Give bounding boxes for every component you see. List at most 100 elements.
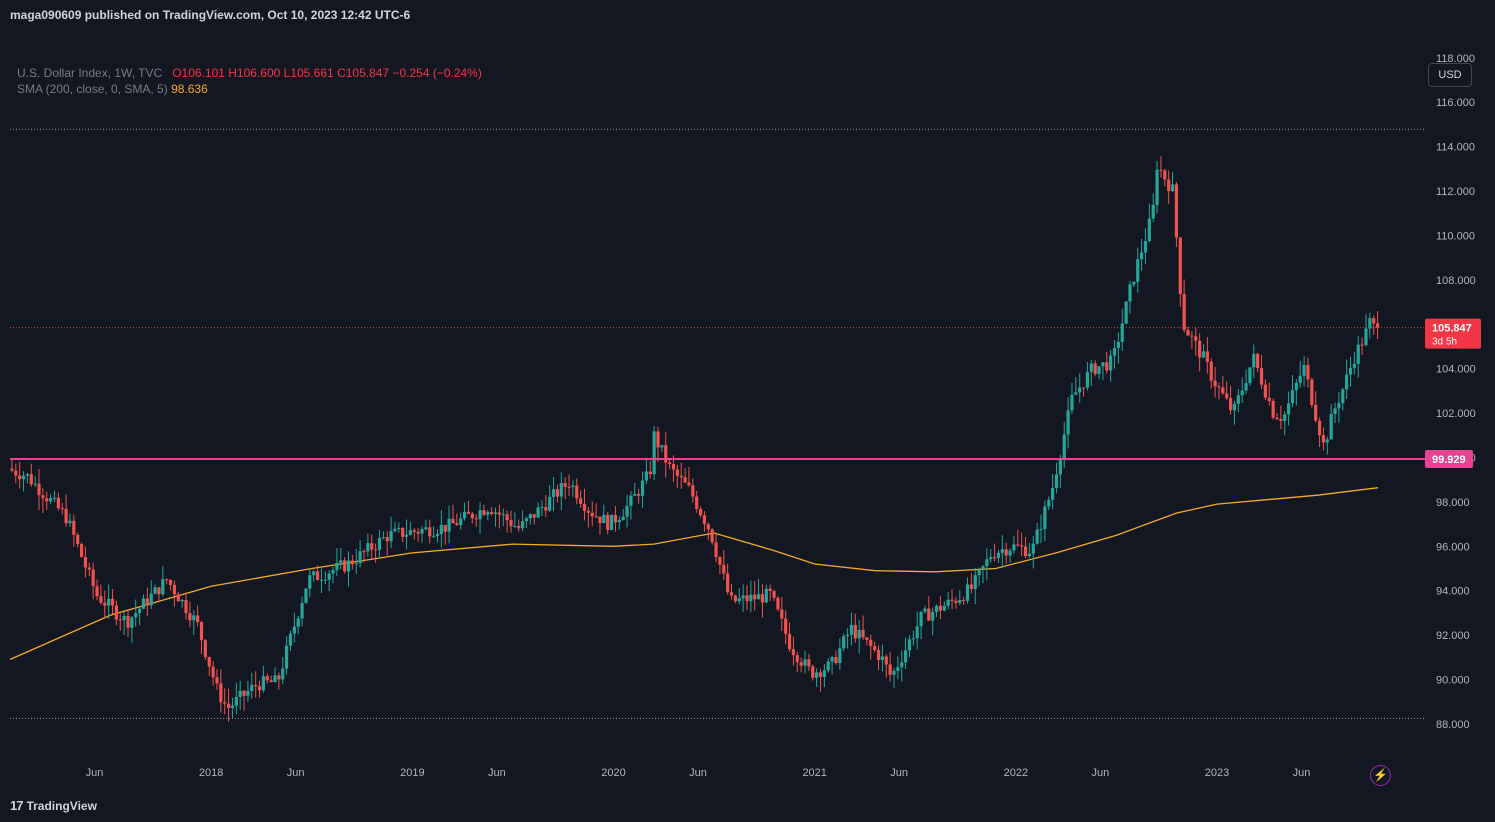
candle-body bbox=[1178, 237, 1182, 295]
candle-body bbox=[861, 629, 865, 638]
candle-body bbox=[1228, 398, 1233, 411]
candle-body bbox=[760, 594, 765, 603]
candle-body bbox=[443, 524, 447, 532]
candle-body bbox=[1074, 392, 1078, 395]
candle-body bbox=[215, 677, 219, 684]
current-price-tag bbox=[1425, 318, 1481, 349]
support-level-label: 99.929 bbox=[1432, 454, 1466, 466]
candle-body bbox=[83, 556, 88, 568]
candle-body bbox=[1314, 404, 1318, 421]
candle-body bbox=[1356, 344, 1360, 364]
candle-body bbox=[1375, 323, 1380, 328]
candle-body bbox=[544, 507, 548, 511]
candle-body bbox=[1275, 417, 1279, 420]
candle-body bbox=[718, 557, 722, 565]
candle-body bbox=[157, 587, 161, 595]
candle-body bbox=[617, 520, 621, 523]
candle-body bbox=[741, 595, 745, 599]
candle-body bbox=[1182, 294, 1186, 330]
candle-body bbox=[644, 471, 649, 481]
candle-body bbox=[985, 559, 989, 567]
price-axis bbox=[1425, 30, 1495, 790]
candle-body bbox=[772, 590, 776, 598]
candle-body bbox=[242, 690, 246, 696]
candle-body bbox=[1143, 241, 1148, 253]
candle-body bbox=[370, 543, 374, 550]
candle-body bbox=[385, 537, 389, 542]
candle-body bbox=[1337, 403, 1341, 409]
candle-body bbox=[830, 657, 834, 662]
candle-body bbox=[304, 588, 308, 603]
candle-body bbox=[122, 615, 126, 621]
candle-body bbox=[629, 495, 633, 506]
candle-body bbox=[1209, 361, 1213, 381]
candle-body bbox=[946, 599, 950, 606]
candle-body bbox=[1213, 380, 1217, 387]
candle-body bbox=[698, 508, 703, 516]
x-tick-label: 2019 bbox=[400, 767, 424, 779]
candle-body bbox=[1031, 543, 1035, 554]
candle-body bbox=[1298, 375, 1302, 383]
y-tick-label: 116.000 bbox=[1436, 97, 1475, 109]
candle-body bbox=[958, 599, 962, 603]
x-tick-label: Jun bbox=[86, 767, 104, 779]
candle-body bbox=[784, 618, 788, 634]
candle-body bbox=[938, 605, 943, 611]
y-tick-label: 112.000 bbox=[1436, 186, 1475, 198]
candle-body bbox=[29, 474, 33, 485]
y-tick-label: 98.000 bbox=[1436, 497, 1470, 509]
candle-body bbox=[497, 512, 501, 515]
candle-body bbox=[424, 527, 428, 530]
y-tick-label: 96.000 bbox=[1436, 541, 1470, 553]
candle-body bbox=[1364, 328, 1368, 346]
candle-body bbox=[1167, 179, 1171, 192]
candle-body bbox=[362, 551, 366, 553]
candle-body bbox=[598, 516, 602, 524]
candle-body bbox=[1290, 390, 1295, 404]
candle-body bbox=[621, 516, 625, 521]
lightning-icon[interactable]: ⚡ bbox=[1370, 765, 1391, 786]
candle-body bbox=[1012, 544, 1016, 551]
chart-panel[interactable]: 118.000 116.000 114.000 112.000 110.000 108.0… bbox=[0, 30, 1495, 790]
y-tick-label: 94.000 bbox=[1436, 586, 1470, 598]
candle-body bbox=[660, 445, 664, 448]
candle-body bbox=[110, 598, 115, 606]
candle-body bbox=[582, 503, 587, 511]
candle-body bbox=[996, 552, 1001, 558]
candle-body bbox=[575, 485, 579, 499]
candle-body bbox=[1205, 351, 1209, 362]
high-value: H106.600 bbox=[228, 66, 281, 80]
open-value: O106.101 bbox=[172, 66, 225, 80]
support-level-tag bbox=[1425, 450, 1473, 469]
currency-button[interactable]: USD bbox=[1428, 63, 1472, 87]
candle-body bbox=[285, 645, 289, 669]
candle-body bbox=[579, 498, 583, 504]
candle-body bbox=[68, 520, 72, 524]
close-value: C105.847 bbox=[337, 66, 390, 80]
x-tick-label: 2020 bbox=[601, 767, 625, 779]
candle-body bbox=[134, 613, 138, 618]
candle-body bbox=[408, 530, 413, 535]
candle-body bbox=[536, 507, 540, 518]
tradingview-logo[interactable]: 17 TradingView bbox=[10, 798, 97, 813]
x-tick-label: 2023 bbox=[1205, 767, 1229, 779]
candle-body bbox=[1263, 384, 1267, 398]
candle-body bbox=[695, 496, 699, 509]
candle-body bbox=[52, 497, 57, 499]
candle-body bbox=[1279, 419, 1283, 421]
candle-body bbox=[559, 483, 563, 497]
candle-body bbox=[130, 617, 134, 628]
candle-body bbox=[992, 557, 997, 559]
candle-body bbox=[811, 666, 815, 678]
price-chart[interactable]: 118.000 116.000 114.000 112.000 110.000 108.0… bbox=[0, 30, 1495, 790]
candle-body bbox=[1147, 218, 1151, 242]
x-tick-label: Jun bbox=[1293, 767, 1311, 779]
candle-body bbox=[1020, 545, 1024, 547]
candle-body bbox=[428, 527, 432, 537]
current-price-label: 105.847 bbox=[1432, 323, 1472, 335]
candle-body bbox=[466, 511, 471, 514]
candle-body bbox=[486, 512, 490, 515]
candle-body bbox=[853, 624, 857, 639]
candle-body bbox=[103, 602, 107, 606]
candle-body bbox=[1139, 252, 1144, 260]
